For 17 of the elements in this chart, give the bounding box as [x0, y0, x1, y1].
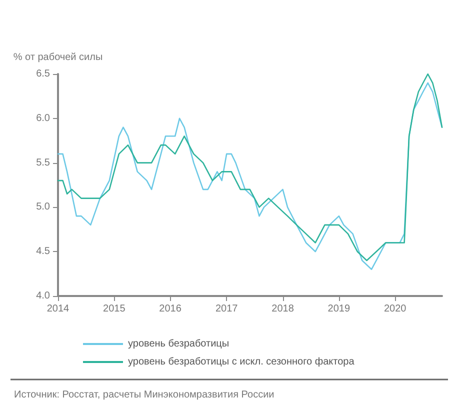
x-tick-label: 2020: [384, 304, 407, 314]
x-tick-label: 2014: [46, 304, 70, 314]
y-tick-label: 6.0: [36, 112, 50, 124]
y-axis-title: % от рабочей силы: [13, 52, 103, 63]
x-tick-label: 2017: [215, 304, 238, 314]
x-tick-label: 2015: [103, 304, 126, 314]
text: Источник: Росстат, расчеты Минэкономразвития России: [14, 390, 274, 400]
x-tick-label: 2016: [159, 304, 182, 314]
legend-label: уровень безработицы с искл. сезонного фактора: [128, 356, 355, 368]
y-tick-label: 5.5: [36, 157, 50, 168]
legend-label: уровень безработицы: [128, 338, 230, 350]
y-tick-label: 4.5: [36, 246, 50, 258]
x-tick-label: 2019: [328, 304, 350, 314]
x-tick-label: 2018: [272, 304, 294, 314]
y-tick-label: 4.0: [36, 290, 50, 302]
y-tick-label: 6.5: [36, 68, 50, 80]
y-tick-label: 5.0: [36, 202, 50, 213]
